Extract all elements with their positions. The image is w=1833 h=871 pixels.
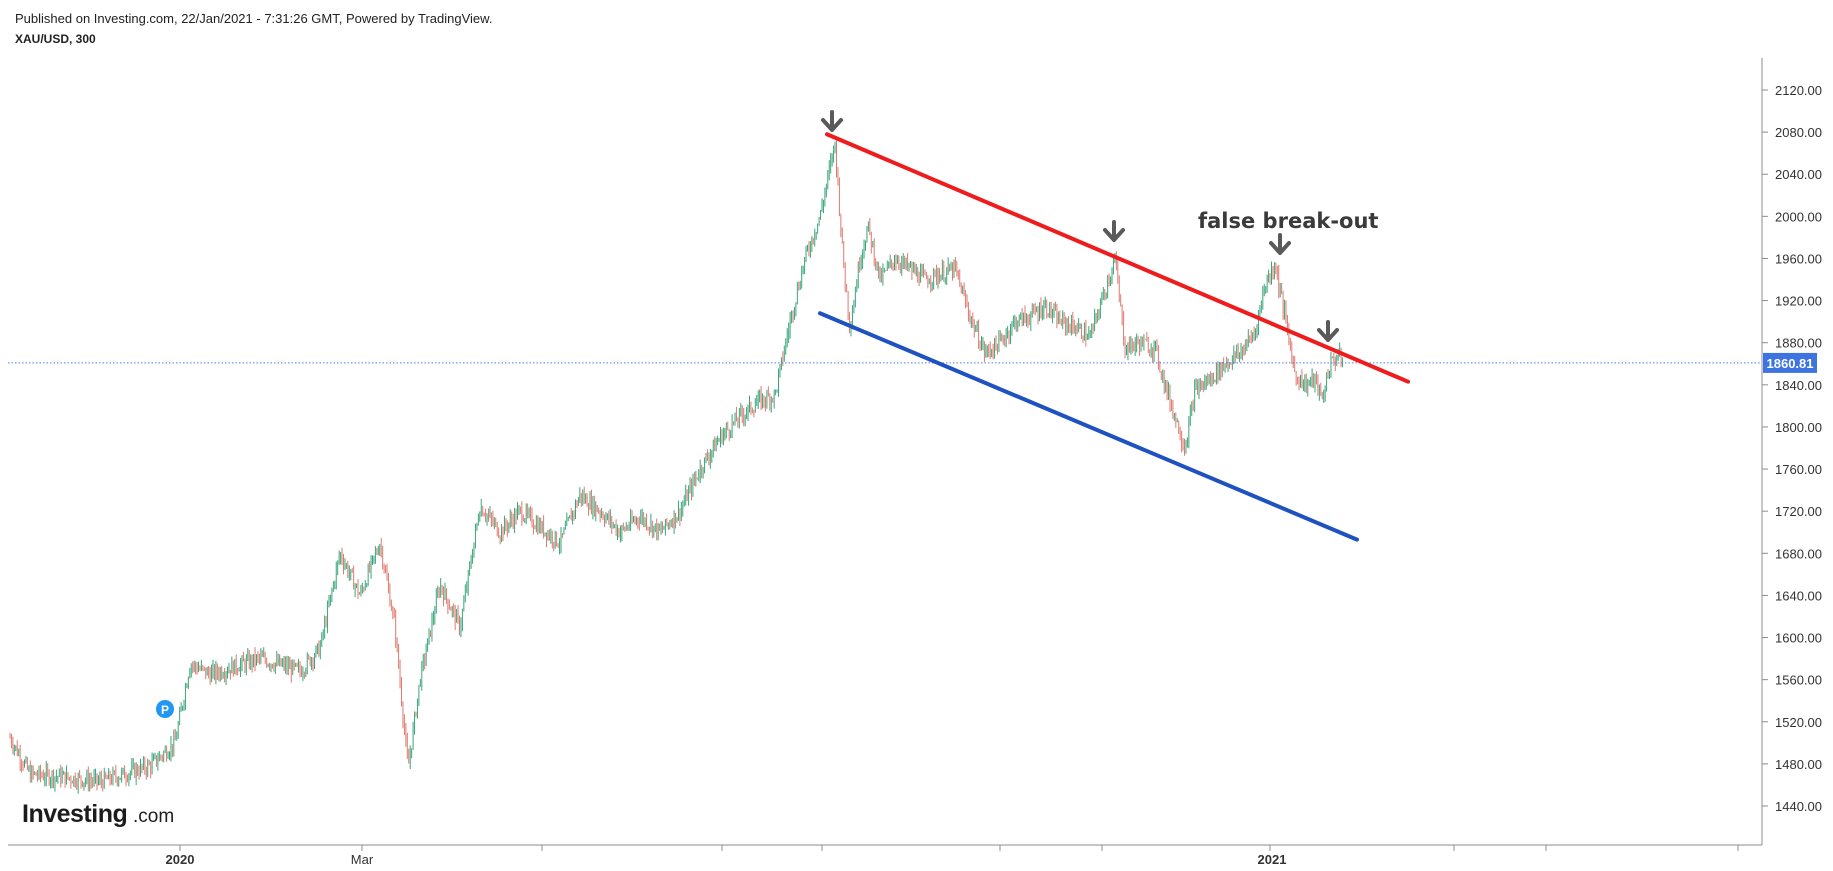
price-tick-label: 1480.00 xyxy=(1775,757,1822,772)
time-tick-label: 2020 xyxy=(166,852,195,867)
chart-header: Published on Investing.com, 22/Jan/2021 … xyxy=(15,9,492,49)
current-price-tag: 1860.81 xyxy=(1763,352,1817,373)
price-tick-label: 1760.00 xyxy=(1775,462,1822,477)
time-tick-label: Mar xyxy=(351,852,374,867)
pivot-marker-icon: P xyxy=(161,703,169,717)
price-tick-label: 2040.00 xyxy=(1775,167,1822,182)
symbol-label: XAU/USD, 300 xyxy=(15,32,96,46)
price-tick-label: 1440.00 xyxy=(1775,799,1822,814)
resistance-trendline[interactable] xyxy=(825,132,1410,384)
down-arrow-icon xyxy=(1317,320,1339,342)
price-axis: 1440.00 1480.00 1520.00 1560.00 1600.00 1640.… xyxy=(1762,83,1822,814)
price-tick-label: 1640.00 xyxy=(1775,588,1822,603)
price-tick-label: 1520.00 xyxy=(1775,715,1822,730)
false-breakout-annotation: false break-out xyxy=(1198,209,1378,233)
price-tick-label: 2120.00 xyxy=(1775,83,1822,98)
price-tick-label: 1560.00 xyxy=(1775,673,1822,688)
down-arrow-icon xyxy=(1269,233,1291,255)
price-tick-label: 1800.00 xyxy=(1775,420,1822,435)
price-tick-label: 1960.00 xyxy=(1775,251,1822,266)
price-tick-label: 2000.00 xyxy=(1775,209,1822,224)
price-tick-label: 1600.00 xyxy=(1775,631,1822,646)
pivot-marker-circle[interactable] xyxy=(156,700,174,718)
logo-suffix: .com xyxy=(133,806,174,827)
time-axis: 2020 Mar 2021 xyxy=(166,845,1739,867)
price-tick-label: 1680.00 xyxy=(1775,546,1822,561)
current-price-tag-bg xyxy=(1763,352,1817,373)
price-tick-label: 1880.00 xyxy=(1775,336,1822,351)
peak-arrows xyxy=(821,110,1339,342)
price-tick-label: 1920.00 xyxy=(1775,294,1822,309)
down-arrow-icon xyxy=(821,110,843,132)
published-note: Published on Investing.com, 22/Jan/2021 … xyxy=(15,11,493,26)
support-trendline[interactable] xyxy=(818,311,1359,542)
pivot-marker[interactable]: P xyxy=(156,700,174,718)
logo-text: Investing xyxy=(22,800,127,828)
current-price-value: 1860.81 xyxy=(1767,356,1814,371)
candlestick-series xyxy=(9,138,1344,794)
price-tick-label: 1720.00 xyxy=(1775,504,1822,519)
price-tick-label: 1840.00 xyxy=(1775,378,1822,393)
time-tick-label: 2021 xyxy=(1258,852,1287,867)
price-tick-label: 2080.00 xyxy=(1775,125,1822,140)
down-arrow-icon xyxy=(1103,220,1125,242)
investing-logo: Investing .com xyxy=(22,800,174,828)
